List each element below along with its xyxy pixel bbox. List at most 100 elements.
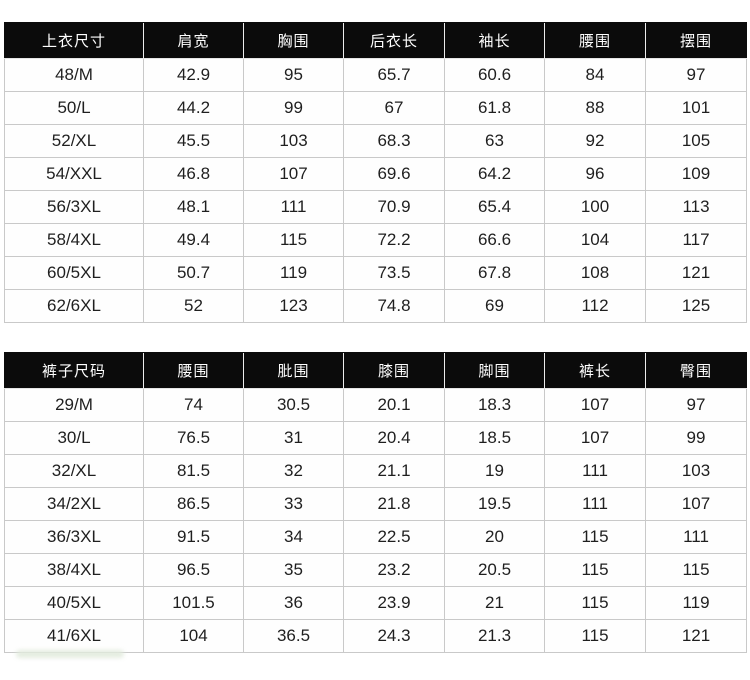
measurement-cell: 19.5 [444,487,545,521]
size-label-cell: 34/2XL [4,487,144,521]
measurement-cell: 101.5 [143,586,244,620]
table-row: 30/L 76.5 31 20.4 18.5 107 99 [4,421,747,455]
measurement-cell: 50.7 [143,256,244,290]
table-row: 56/3XL 48.1 111 70.9 65.4 100 113 [4,190,747,224]
table-row: 58/4XL 49.4 115 72.2 66.6 104 117 [4,223,747,257]
size-label-cell: 40/5XL [4,586,144,620]
measurement-cell: 32 [243,454,344,488]
measurement-cell: 113 [645,190,747,224]
measurement-cell: 115 [544,619,646,653]
measurement-cell: 107 [544,388,646,422]
measurement-cell: 103 [645,454,747,488]
measurement-cell: 109 [645,157,747,191]
measurement-cell: 23.9 [343,586,445,620]
measurement-cell: 92 [544,124,646,158]
measurement-cell: 24.3 [343,619,445,653]
measurement-cell: 36 [243,586,344,620]
measurement-cell: 21.8 [343,487,445,521]
header-cell: 肩宽 [143,22,244,59]
table-row: 34/2XL 86.5 33 21.8 19.5 111 107 [4,487,747,521]
measurement-cell: 96 [544,157,646,191]
measurement-cell: 73.5 [343,256,445,290]
measurement-cell: 123 [243,289,344,323]
measurement-cell: 74.8 [343,289,445,323]
measurement-cell: 104 [143,619,244,653]
measurement-cell: 52 [143,289,244,323]
measurement-cell: 115 [544,586,646,620]
measurement-cell: 65.7 [343,58,445,92]
measurement-cell: 69.6 [343,157,445,191]
header-cell: 摆围 [645,22,747,59]
measurement-cell: 60.6 [444,58,545,92]
measurement-cell: 19 [444,454,545,488]
size-label-cell: 29/M [4,388,144,422]
measurement-cell: 35 [243,553,344,587]
table-row: 52/XL 45.5 103 68.3 63 92 105 [4,124,747,158]
measurement-cell: 42.9 [143,58,244,92]
measurement-cell: 107 [243,157,344,191]
table-row: 60/5XL 50.7 119 73.5 67.8 108 121 [4,256,747,290]
size-label-cell: 52/XL [4,124,144,158]
measurement-cell: 99 [243,91,344,125]
measurement-cell: 81.5 [143,454,244,488]
measurement-cell: 72.2 [343,223,445,257]
header-cell: 膝围 [343,352,445,389]
measurement-cell: 20.1 [343,388,445,422]
table-row: 41/6XL 104 36.5 24.3 21.3 115 121 [4,619,747,653]
size-label-cell: 62/6XL [4,289,144,323]
measurement-cell: 21 [444,586,545,620]
measurement-cell: 115 [544,553,646,587]
measurement-cell: 99 [645,421,747,455]
size-label-cell: 54/XXL [4,157,144,191]
measurement-cell: 95 [243,58,344,92]
header-cell: 裤长 [544,352,646,389]
measurement-cell: 23.2 [343,553,445,587]
measurement-cell: 97 [645,388,747,422]
measurement-cell: 97 [645,58,747,92]
measurement-cell: 112 [544,289,646,323]
measurement-cell: 111 [645,520,747,554]
measurement-cell: 108 [544,256,646,290]
header-cell: 袖长 [444,22,545,59]
measurement-cell: 30.5 [243,388,344,422]
measurement-cell: 20.5 [444,553,545,587]
table-row: 29/M 74 30.5 20.1 18.3 107 97 [4,388,747,422]
header-cell: 腰围 [544,22,646,59]
measurement-cell: 22.5 [343,520,445,554]
pants-size-table: 裤子尺码 腰围 肶围 膝围 脚围 裤长 臀围 29/M 74 30.5 20.1 18.3 107 97 3… [4,352,747,653]
size-label-cell: 41/6XL [4,619,144,653]
measurement-cell: 76.5 [143,421,244,455]
size-label-cell: 36/3XL [4,520,144,554]
top-size-table: 上衣尺寸 肩宽 胸围 后衣长 袖长 腰围 摆围 48/M 42.9 95 65.7 60.6 84 97 5… [4,22,747,323]
measurement-cell: 111 [243,190,344,224]
measurement-cell: 115 [645,553,747,587]
measurement-cell: 88 [544,91,646,125]
measurement-cell: 46.8 [143,157,244,191]
header-cell: 胸围 [243,22,344,59]
table-row: 36/3XL 91.5 34 22.5 20 115 111 [4,520,747,554]
measurement-cell: 119 [243,256,344,290]
measurement-cell: 21.3 [444,619,545,653]
table-row: 38/4XL 96.5 35 23.2 20.5 115 115 [4,553,747,587]
measurement-cell: 91.5 [143,520,244,554]
size-label-cell: 30/L [4,421,144,455]
measurement-cell: 66.6 [444,223,545,257]
header-cell: 腰围 [143,352,244,389]
header-cell: 上衣尺寸 [4,22,144,59]
measurement-cell: 31 [243,421,344,455]
table-row: 62/6XL 52 123 74.8 69 112 125 [4,289,747,323]
header-row: 上衣尺寸 肩宽 胸围 后衣长 袖长 腰围 摆围 [4,22,747,59]
size-label-cell: 58/4XL [4,223,144,257]
table-row: 54/XXL 46.8 107 69.6 64.2 96 109 [4,157,747,191]
measurement-cell: 119 [645,586,747,620]
measurement-cell: 18.3 [444,388,545,422]
measurement-cell: 121 [645,256,747,290]
table-row: 32/XL 81.5 32 21.1 19 111 103 [4,454,747,488]
measurement-cell: 67.8 [444,256,545,290]
size-label-cell: 48/M [4,58,144,92]
header-cell: 裤子尺码 [4,352,144,389]
measurement-cell: 69 [444,289,545,323]
measurement-cell: 84 [544,58,646,92]
measurement-cell: 45.5 [143,124,244,158]
